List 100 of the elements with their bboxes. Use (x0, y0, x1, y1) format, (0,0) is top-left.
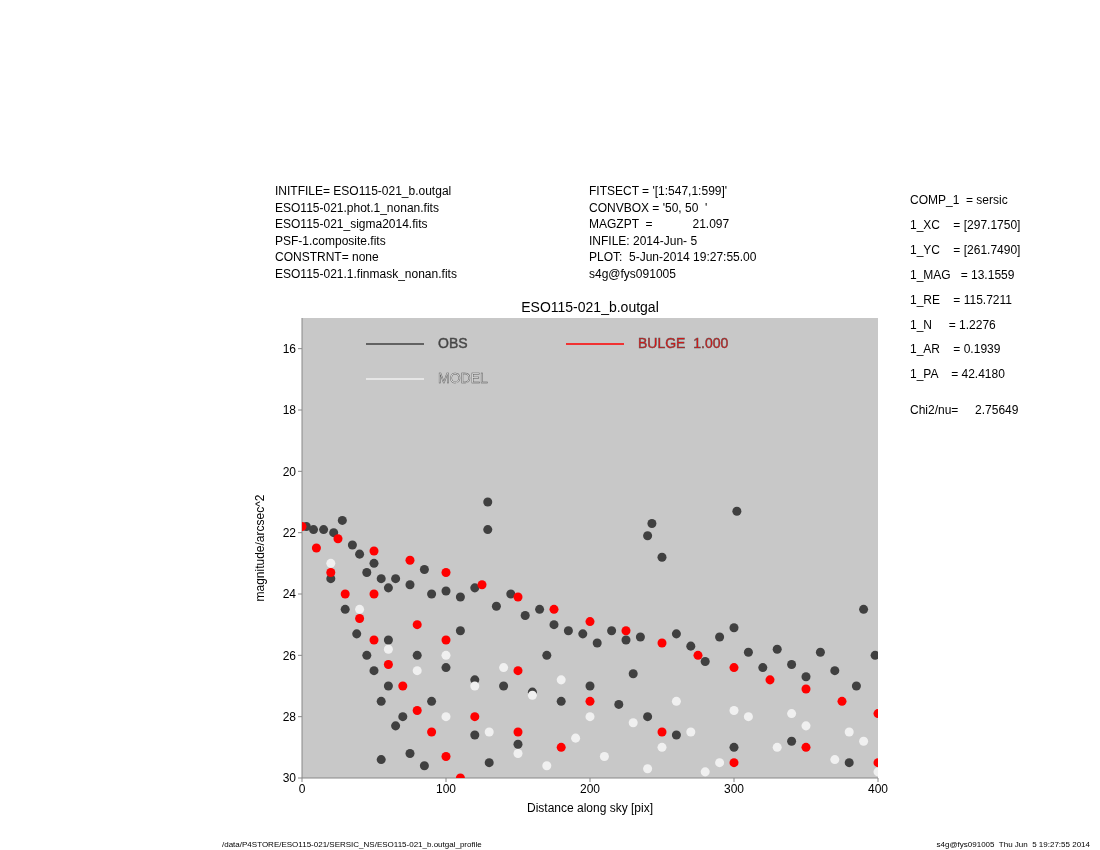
legend-label: MODEL (438, 369, 488, 386)
text: FITSECT = '[1:547,1:599]' (589, 184, 728, 198)
text: 1_N = 1.2276 (910, 317, 996, 332)
point (369, 589, 379, 599)
point (513, 748, 523, 758)
point (311, 543, 321, 553)
point (542, 761, 552, 771)
text: s4g@fys091005 (589, 267, 676, 281)
point (513, 727, 523, 737)
point (405, 555, 415, 565)
point (326, 558, 336, 568)
point (621, 626, 631, 636)
point (556, 742, 566, 752)
x-axis-title: Distance along sky [pix] (526, 801, 654, 815)
point (729, 758, 739, 768)
point (355, 604, 365, 614)
point (441, 635, 451, 645)
text: ESO115-021.phot.1_nonan.fits (275, 200, 439, 215)
point (369, 546, 379, 556)
point (715, 758, 725, 768)
point (585, 617, 595, 627)
text: 1_MAG = 13.1559 (910, 267, 1015, 282)
text: ESO115-021_sigma2014.fits (275, 217, 428, 232)
y-tick-label: 18 (282, 403, 297, 418)
point (369, 635, 379, 645)
x-tick-label: 100 (435, 781, 457, 796)
y-tick-label: 24 (282, 587, 297, 602)
point (441, 752, 451, 762)
point (657, 742, 667, 752)
point (383, 660, 393, 670)
text: ESO115-021.1.finmask_nonan.fits (275, 267, 457, 281)
point (549, 604, 559, 614)
point (355, 614, 365, 624)
point (427, 727, 437, 737)
legend-label: BULGE 1.000 (638, 334, 729, 351)
text: 1_AR = 0.1939 (910, 342, 1001, 357)
y-tick-label: 30 (282, 771, 297, 786)
y-tick-label: 20 (282, 464, 297, 479)
point (801, 684, 811, 694)
text: CONSTRNT= none (275, 250, 379, 265)
text: 1_RE = 115.7211 (910, 292, 1012, 307)
point (837, 696, 847, 706)
point (585, 712, 595, 722)
point (398, 681, 408, 691)
legend-label: OBS (438, 334, 468, 351)
point (585, 696, 595, 706)
text: Chi2/nu= 2.75649 (910, 403, 1019, 417)
point (556, 675, 566, 685)
point (830, 755, 840, 765)
text: PSF-1.composite.fits (275, 233, 386, 248)
point (700, 767, 710, 777)
x-tick-label: 200 (579, 781, 601, 796)
text: PLOT: 5-Jun-2014 19:27:55.00 (589, 250, 757, 265)
point (801, 721, 811, 731)
point (599, 752, 609, 762)
point (333, 534, 343, 544)
text: COMP_1 = sersic (910, 193, 1008, 207)
point (772, 742, 782, 752)
point (571, 733, 581, 743)
point (844, 727, 854, 737)
y-tick-label: 26 (282, 648, 297, 663)
point (499, 663, 509, 673)
point (326, 568, 336, 578)
y-tick-label: 28 (282, 709, 297, 724)
y-tick-label: 16 (282, 341, 297, 356)
point (765, 675, 775, 685)
point (412, 706, 422, 716)
point (657, 638, 667, 648)
text: INFILE: 2014-Jun- 5 (589, 233, 698, 248)
point (671, 696, 681, 706)
point (412, 620, 422, 630)
point (513, 592, 523, 602)
text: MAGZPT = 21.097 (589, 217, 730, 232)
point (686, 727, 696, 737)
point (470, 712, 480, 722)
x-tick-label: 300 (723, 781, 745, 796)
text: CONVBOX = '50, 50 ' (589, 200, 708, 215)
point (859, 736, 869, 746)
text: 1_PA = 42.4180 (910, 367, 1005, 382)
point (383, 644, 393, 654)
point (441, 650, 451, 660)
text: 1_XC = [297.1750] (910, 217, 1021, 232)
point (484, 727, 494, 737)
point (628, 718, 638, 728)
point (643, 764, 653, 774)
point (441, 568, 451, 578)
point (801, 742, 811, 752)
y-axis-title: magnitude/arcsec^2 (253, 494, 268, 602)
x-tick-label: 400 (867, 781, 889, 796)
point (340, 589, 350, 599)
point (513, 666, 523, 676)
chart-title: ESO115-021_b.outgal (520, 299, 660, 315)
point (412, 666, 422, 676)
point (477, 580, 487, 590)
point (729, 663, 739, 673)
point (693, 650, 703, 660)
x-tick-label: 0 (298, 781, 306, 796)
point (729, 706, 739, 716)
point (787, 709, 797, 719)
point (657, 727, 667, 737)
